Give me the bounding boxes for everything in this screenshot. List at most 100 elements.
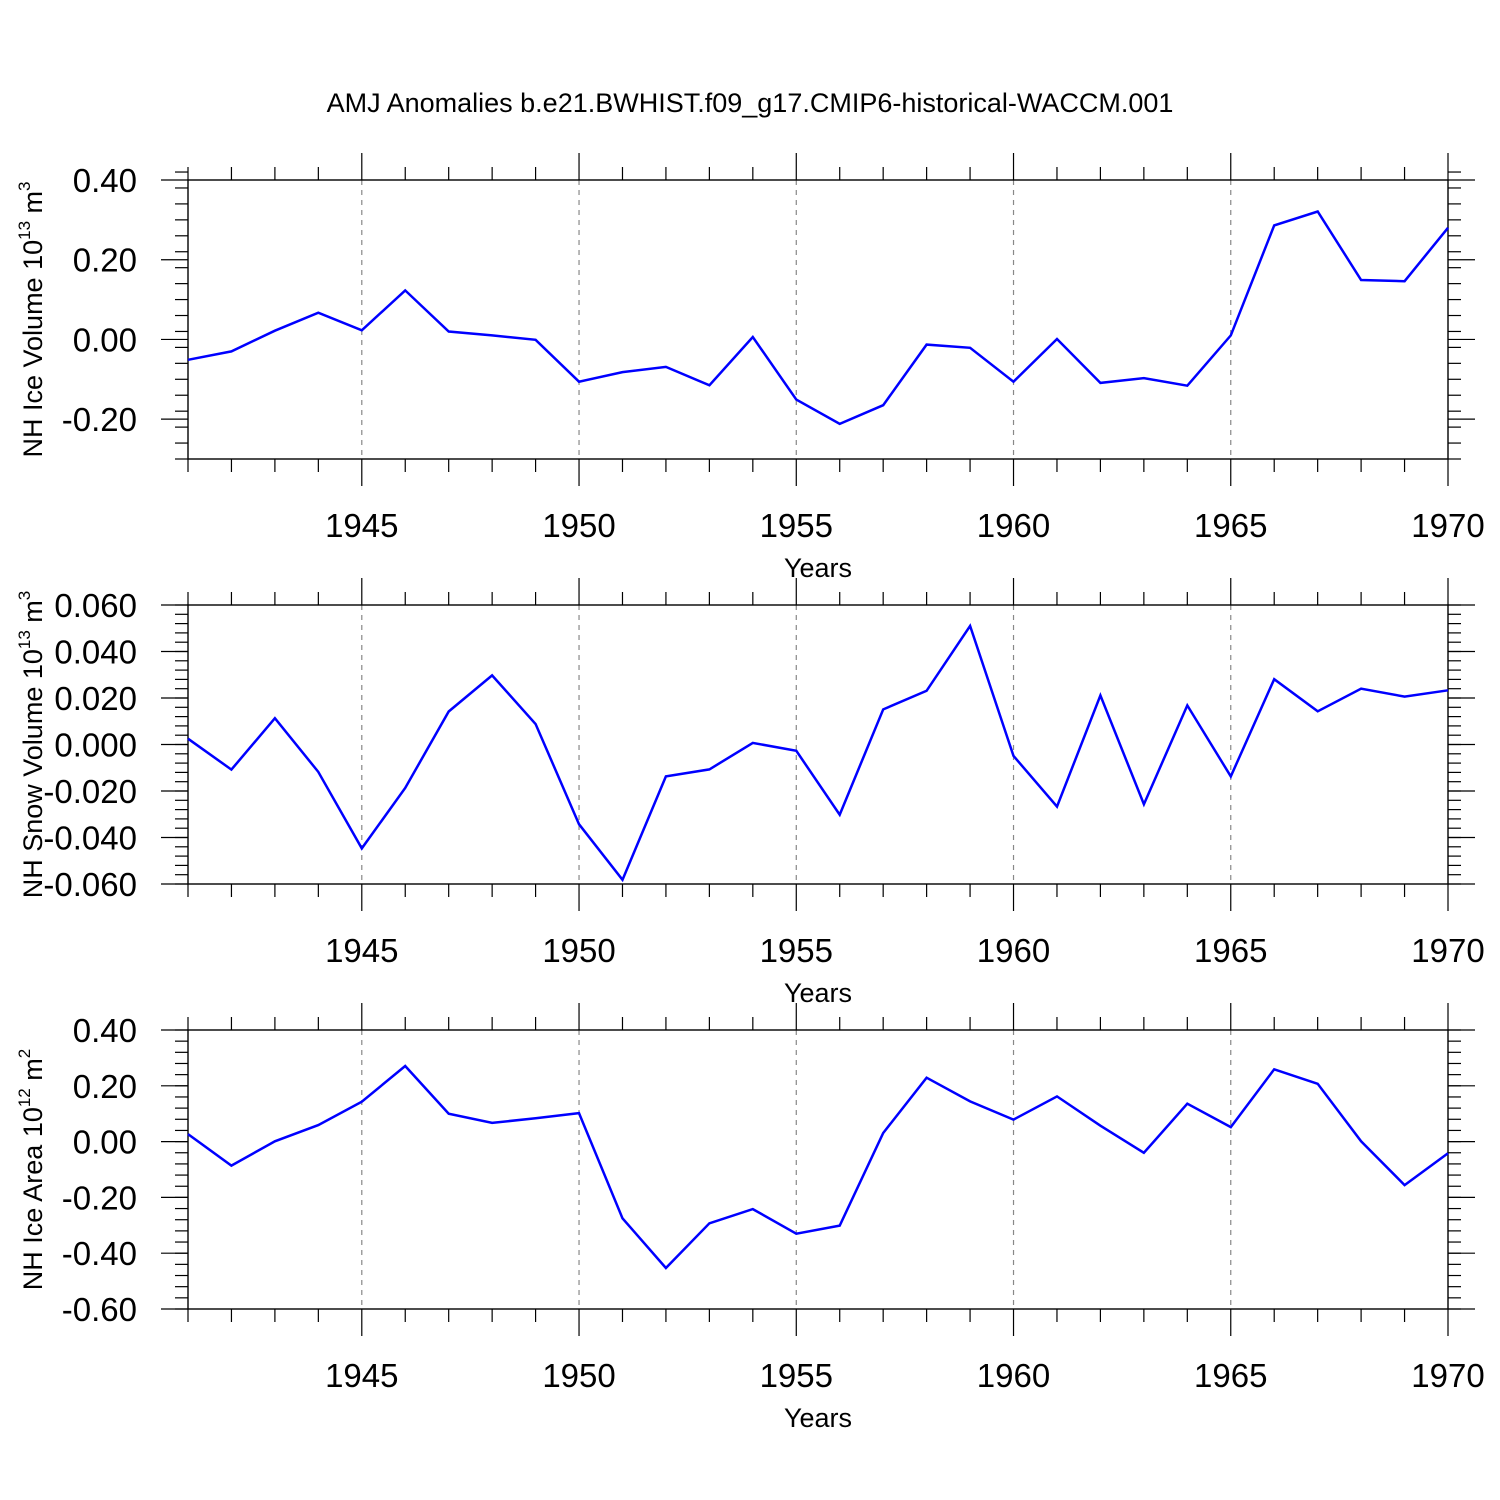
y-tick-label: -0.60: [62, 1291, 137, 1328]
y-tick-label: 0.00: [73, 1124, 137, 1161]
y-axis-label-unit-exponent: 3: [15, 182, 34, 191]
data-point: [1446, 1151, 1450, 1155]
y-axis-label-unit-exponent: 3: [15, 591, 34, 600]
data-point: [1185, 384, 1189, 388]
y-axis-label-unit: m: [18, 191, 48, 221]
data-point: [664, 1266, 668, 1270]
data-point: [447, 1112, 451, 1116]
plot-frame: [187, 1029, 1449, 1310]
x-tick-label: 1945: [325, 932, 398, 969]
data-point: [1055, 337, 1059, 341]
data-point: [925, 689, 929, 693]
y-tick-label: -0.20: [62, 1179, 137, 1216]
data-point: [273, 716, 277, 720]
data-point: [838, 422, 842, 426]
data-point: [490, 673, 494, 677]
data-point: [229, 768, 233, 772]
x-axis-label: Years: [784, 553, 852, 583]
data-point: [360, 1100, 364, 1104]
data-point: [186, 737, 190, 741]
x-tick-label: 1960: [977, 932, 1050, 969]
data-point: [794, 1232, 798, 1236]
data-point: [186, 358, 190, 362]
y-tick-label: 0.20: [73, 242, 137, 279]
data-point: [838, 813, 842, 817]
data-point: [707, 767, 711, 771]
x-tick-label: 1950: [542, 1357, 615, 1394]
data-point: [925, 1076, 929, 1080]
plot-frame: [187, 179, 1449, 460]
data-point: [1142, 802, 1146, 806]
x-tick-label: 1960: [977, 1357, 1050, 1394]
data-point: [881, 707, 885, 711]
data-point: [1229, 333, 1233, 337]
y-axis-label-exponent: 12: [15, 1088, 34, 1107]
data-point: [1098, 381, 1102, 385]
x-tick-label: 1970: [1411, 932, 1484, 969]
data-point: [316, 311, 320, 315]
y-axis-label-unit: m: [18, 600, 48, 630]
data-point: [447, 329, 451, 333]
y-axis-label-main: NH Ice Area 10: [18, 1107, 48, 1290]
data-point: [403, 288, 407, 292]
x-tick-label: 1955: [760, 507, 833, 544]
figure-title: AMJ Anomalies b.e21.BWHIST.f09_g17.CMIP6…: [326, 88, 1174, 118]
y-tick-label: 0.20: [73, 1068, 137, 1105]
data-point: [1142, 1151, 1146, 1155]
data-point: [229, 1164, 233, 1168]
data-point: [1098, 693, 1102, 697]
x-tick-label: 1970: [1411, 507, 1484, 544]
data-point: [1359, 687, 1363, 691]
data-point: [751, 335, 755, 339]
data-point: [534, 722, 538, 726]
data-point: [1359, 278, 1363, 282]
y-axis-label-unit: m: [18, 1058, 48, 1088]
data-point: [1446, 688, 1450, 692]
data-point: [229, 349, 233, 353]
data-point: [1012, 1118, 1016, 1122]
data-point: [316, 1123, 320, 1127]
data-point: [577, 822, 581, 826]
data-point: [316, 770, 320, 774]
x-axis-label: Years: [784, 1403, 852, 1433]
y-axis-label-unit-exponent: 2: [15, 1049, 34, 1058]
x-tick-label: 1965: [1194, 1357, 1267, 1394]
data-point: [1272, 677, 1276, 681]
data-point: [968, 624, 972, 628]
data-point: [1012, 754, 1016, 758]
x-tick-label: 1955: [760, 1357, 833, 1394]
x-tick-label: 1965: [1194, 507, 1267, 544]
data-point: [620, 878, 624, 882]
y-tick-label: 0.060: [54, 587, 137, 624]
x-tick-label: 1950: [542, 507, 615, 544]
data-point: [707, 1221, 711, 1225]
data-point: [881, 403, 885, 407]
data-point: [1316, 209, 1320, 213]
data-point: [1272, 223, 1276, 227]
y-axis-label: NH Snow Volume 1013 m3: [15, 591, 48, 899]
y-tick-label: -0.060: [43, 866, 137, 903]
data-point: [186, 1132, 190, 1136]
y-tick-label: 0.40: [73, 162, 137, 199]
series-line: [187, 210, 1449, 426]
data-point: [620, 370, 624, 374]
data-point: [403, 1064, 407, 1068]
data-point: [1316, 709, 1320, 713]
x-tick-label: 1960: [977, 507, 1050, 544]
data-point: [1229, 1125, 1233, 1129]
data-point: [360, 328, 364, 332]
data-point: [1229, 774, 1233, 778]
y-tick-label: -0.20: [62, 401, 137, 438]
data-point: [1142, 376, 1146, 380]
data-point: [1098, 1124, 1102, 1128]
y-axis-label: NH Ice Volume 1013 m3: [15, 182, 48, 458]
data-point: [1403, 279, 1407, 283]
data-point: [794, 398, 798, 402]
x-tick-label: 1945: [325, 1357, 398, 1394]
data-point: [490, 1121, 494, 1125]
plot-frame: [187, 604, 1449, 885]
chart-panel-3: -0.60 -0.40 -0.20 0.00 0.20 0.40 1945 1950 1955 1…: [15, 1003, 1485, 1433]
y-axis-label-exponent: 13: [15, 221, 34, 240]
data-point: [838, 1224, 842, 1228]
data-point: [968, 346, 972, 350]
